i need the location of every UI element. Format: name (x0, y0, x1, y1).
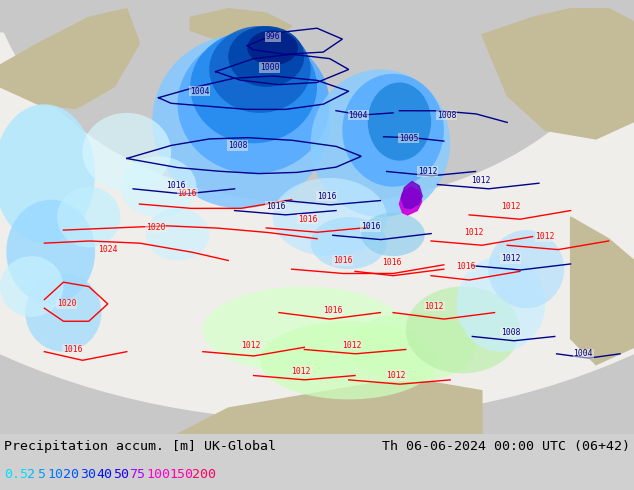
Ellipse shape (361, 213, 425, 256)
Text: 100: 100 (146, 468, 170, 481)
Text: Th 06-06-2024 00:00 UTC (06+42): Th 06-06-2024 00:00 UTC (06+42) (382, 440, 630, 453)
Text: 1012: 1012 (536, 232, 555, 241)
Ellipse shape (456, 256, 545, 352)
Text: 1005: 1005 (399, 134, 418, 143)
Text: 1004: 1004 (190, 87, 209, 96)
Text: 1008: 1008 (437, 111, 456, 120)
Polygon shape (190, 9, 292, 44)
Text: 5: 5 (37, 468, 45, 481)
Ellipse shape (152, 35, 330, 208)
Text: 1012: 1012 (465, 228, 484, 237)
Text: 1012: 1012 (501, 254, 520, 263)
Text: 1024: 1024 (98, 245, 117, 254)
Text: 150: 150 (169, 468, 193, 481)
Text: 1016: 1016 (298, 215, 317, 224)
Ellipse shape (57, 187, 120, 247)
Text: 200: 200 (192, 468, 216, 481)
Ellipse shape (178, 35, 330, 173)
Ellipse shape (0, 104, 95, 243)
Ellipse shape (203, 287, 406, 373)
Ellipse shape (6, 200, 95, 304)
Ellipse shape (228, 26, 304, 87)
Ellipse shape (311, 70, 450, 217)
Text: 1004: 1004 (574, 349, 593, 358)
Ellipse shape (247, 30, 298, 65)
Ellipse shape (488, 230, 564, 308)
Text: 1016: 1016 (456, 263, 476, 271)
Text: 1012: 1012 (241, 341, 260, 350)
Ellipse shape (0, 256, 63, 317)
Text: 1016: 1016 (333, 256, 352, 265)
Ellipse shape (146, 208, 209, 261)
Polygon shape (0, 9, 139, 109)
Ellipse shape (25, 273, 101, 352)
Text: 1020: 1020 (146, 223, 165, 232)
Polygon shape (399, 187, 422, 215)
Text: 1016: 1016 (266, 202, 285, 211)
Ellipse shape (342, 74, 444, 187)
Text: 0.5: 0.5 (4, 468, 28, 481)
Text: 1012: 1012 (292, 367, 311, 376)
Text: 1016: 1016 (167, 181, 186, 190)
Text: 1016: 1016 (317, 192, 336, 201)
Polygon shape (178, 382, 482, 434)
Text: 75: 75 (129, 468, 145, 481)
Text: 1012: 1012 (425, 301, 444, 311)
Text: 1004: 1004 (349, 111, 368, 120)
Ellipse shape (82, 113, 171, 191)
Text: 1012: 1012 (471, 176, 490, 185)
Polygon shape (0, 5, 634, 420)
Ellipse shape (406, 287, 520, 373)
Polygon shape (571, 217, 634, 365)
Text: 996: 996 (265, 32, 280, 41)
Text: 1012: 1012 (387, 371, 406, 380)
Text: 1008: 1008 (228, 141, 247, 150)
Ellipse shape (190, 30, 317, 143)
Text: 30: 30 (80, 468, 96, 481)
Ellipse shape (311, 217, 387, 269)
Text: 1012: 1012 (342, 341, 361, 350)
Text: 1016: 1016 (63, 345, 82, 354)
Text: 1016: 1016 (178, 189, 197, 197)
Text: 1012: 1012 (501, 202, 520, 211)
Ellipse shape (209, 26, 311, 113)
Text: 40: 40 (96, 468, 112, 481)
Polygon shape (401, 181, 422, 208)
Text: 10: 10 (47, 468, 63, 481)
Text: 1016: 1016 (323, 306, 342, 315)
Text: 1020: 1020 (57, 299, 76, 308)
Text: 1008: 1008 (501, 328, 520, 337)
Ellipse shape (260, 321, 437, 399)
Text: 1016: 1016 (361, 222, 380, 231)
Ellipse shape (349, 313, 476, 382)
Text: 1000: 1000 (260, 63, 279, 72)
Text: 1012: 1012 (418, 167, 437, 176)
Ellipse shape (120, 156, 197, 217)
Text: 20: 20 (63, 468, 79, 481)
Ellipse shape (368, 82, 431, 161)
Text: 50: 50 (113, 468, 129, 481)
Text: Precipitation accum. [m] UK-Global: Precipitation accum. [m] UK-Global (4, 440, 276, 453)
Polygon shape (482, 9, 634, 139)
Text: 2: 2 (27, 468, 35, 481)
Ellipse shape (273, 178, 387, 256)
Text: 1016: 1016 (382, 258, 401, 267)
